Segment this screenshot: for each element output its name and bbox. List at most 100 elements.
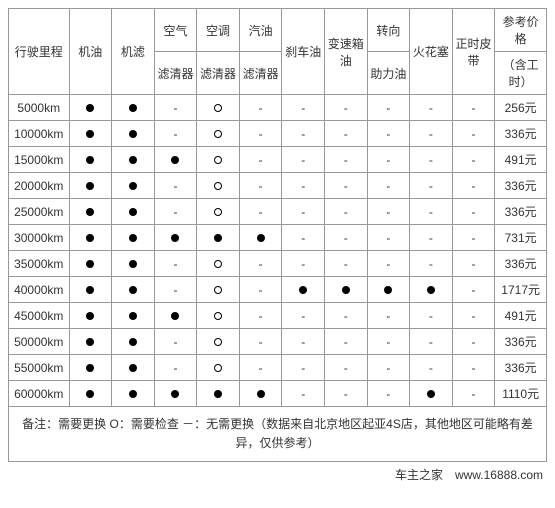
ac-cell bbox=[197, 355, 240, 381]
mileage-cell: 45000km bbox=[9, 303, 70, 329]
filled-dot-icon bbox=[427, 390, 435, 398]
oil-filter-cell bbox=[112, 251, 155, 277]
price-cell: 256元 bbox=[495, 95, 547, 121]
steer-cell: - bbox=[367, 199, 410, 225]
oil-filter-cell bbox=[112, 329, 155, 355]
ac-cell bbox=[197, 121, 240, 147]
open-circle-icon bbox=[214, 260, 222, 268]
maintenance-table: 行驶里程 机油 机滤 空气 空调 汽油 刹车油 变速箱油 转向 火花塞 正时皮带… bbox=[8, 8, 547, 462]
trans-cell: - bbox=[324, 173, 367, 199]
fuel-cell: - bbox=[239, 95, 282, 121]
table-row: 55000km-------336元 bbox=[9, 355, 547, 381]
oil-filter-cell bbox=[112, 121, 155, 147]
belt-cell: - bbox=[452, 173, 495, 199]
air-cell: - bbox=[154, 121, 197, 147]
oil-cell bbox=[69, 303, 112, 329]
filled-dot-icon bbox=[86, 286, 94, 294]
filled-dot-icon bbox=[342, 286, 350, 294]
oil-cell bbox=[69, 225, 112, 251]
fuel-cell: - bbox=[239, 251, 282, 277]
header-belt: 正时皮带 bbox=[452, 9, 495, 95]
mileage-cell: 10000km bbox=[9, 121, 70, 147]
brake-cell: - bbox=[282, 95, 325, 121]
air-cell bbox=[154, 225, 197, 251]
belt-cell: - bbox=[452, 121, 495, 147]
filled-dot-icon bbox=[129, 260, 137, 268]
filled-dot-icon bbox=[129, 156, 137, 164]
oil-cell bbox=[69, 251, 112, 277]
mileage-cell: 5000km bbox=[9, 95, 70, 121]
oil-filter-cell bbox=[112, 225, 155, 251]
filled-dot-icon bbox=[129, 338, 137, 346]
filled-dot-icon bbox=[171, 156, 179, 164]
brake-cell: - bbox=[282, 147, 325, 173]
ac-cell bbox=[197, 199, 240, 225]
fuel-cell: - bbox=[239, 173, 282, 199]
header-spark: 火花塞 bbox=[410, 9, 453, 95]
filled-dot-icon bbox=[257, 390, 265, 398]
header-air-sub: 滤清器 bbox=[154, 52, 197, 95]
header-fuel-sub: 滤清器 bbox=[239, 52, 282, 95]
filled-dot-icon bbox=[86, 156, 94, 164]
header-ac-sub: 滤清器 bbox=[197, 52, 240, 95]
oil-cell bbox=[69, 173, 112, 199]
mileage-cell: 30000km bbox=[9, 225, 70, 251]
belt-cell: - bbox=[452, 199, 495, 225]
header-price-top: 参考价格 bbox=[495, 9, 547, 52]
header-brake: 刹车油 bbox=[282, 9, 325, 95]
header-oil-filter: 机滤 bbox=[112, 9, 155, 95]
brake-cell: - bbox=[282, 251, 325, 277]
table-header: 行驶里程 机油 机滤 空气 空调 汽油 刹车油 变速箱油 转向 火花塞 正时皮带… bbox=[9, 9, 547, 95]
oil-filter-cell bbox=[112, 199, 155, 225]
filled-dot-icon bbox=[86, 104, 94, 112]
steer-cell: - bbox=[367, 173, 410, 199]
header-steer-sub: 助力油 bbox=[367, 52, 410, 95]
trans-cell: - bbox=[324, 303, 367, 329]
brake-cell: - bbox=[282, 381, 325, 407]
header-trans: 变速箱油 bbox=[324, 9, 367, 95]
brake-cell: - bbox=[282, 225, 325, 251]
table-row: 10000km-------336元 bbox=[9, 121, 547, 147]
table-row: 35000km-------336元 bbox=[9, 251, 547, 277]
oil-filter-cell bbox=[112, 381, 155, 407]
oil-filter-cell bbox=[112, 303, 155, 329]
belt-cell: - bbox=[452, 355, 495, 381]
steer-cell: - bbox=[367, 381, 410, 407]
brake-cell: - bbox=[282, 199, 325, 225]
mileage-cell: 20000km bbox=[9, 173, 70, 199]
fuel-cell: - bbox=[239, 147, 282, 173]
price-cell: 491元 bbox=[495, 147, 547, 173]
price-cell: 336元 bbox=[495, 355, 547, 381]
mileage-cell: 60000km bbox=[9, 381, 70, 407]
fuel-cell bbox=[239, 225, 282, 251]
oil-cell bbox=[69, 199, 112, 225]
air-cell bbox=[154, 381, 197, 407]
price-cell: 491元 bbox=[495, 303, 547, 329]
filled-dot-icon bbox=[86, 390, 94, 398]
footnote-text: 备注：需要更换 O：需要检查 －：无需更换（数据来自北京地区起亚4S店，其他地区… bbox=[9, 407, 547, 462]
price-cell: 1110元 bbox=[495, 381, 547, 407]
table-row: 5000km-------256元 bbox=[9, 95, 547, 121]
spark-cell: - bbox=[410, 147, 453, 173]
spark-cell: - bbox=[410, 225, 453, 251]
filled-dot-icon bbox=[86, 208, 94, 216]
price-cell: 336元 bbox=[495, 329, 547, 355]
belt-cell: - bbox=[452, 225, 495, 251]
header-air-top: 空气 bbox=[154, 9, 197, 52]
filled-dot-icon bbox=[171, 234, 179, 242]
open-circle-icon bbox=[214, 130, 222, 138]
ac-cell bbox=[197, 95, 240, 121]
steer-cell: - bbox=[367, 355, 410, 381]
belt-cell: - bbox=[452, 329, 495, 355]
air-cell: - bbox=[154, 95, 197, 121]
steer-cell: - bbox=[367, 251, 410, 277]
steer-cell: - bbox=[367, 225, 410, 251]
steer-cell: - bbox=[367, 329, 410, 355]
oil-cell bbox=[69, 329, 112, 355]
header-steer-top: 转向 bbox=[367, 9, 410, 52]
filled-dot-icon bbox=[171, 312, 179, 320]
brake-cell: - bbox=[282, 173, 325, 199]
filled-dot-icon bbox=[129, 286, 137, 294]
mileage-cell: 50000km bbox=[9, 329, 70, 355]
table-row: 50000km-------336元 bbox=[9, 329, 547, 355]
